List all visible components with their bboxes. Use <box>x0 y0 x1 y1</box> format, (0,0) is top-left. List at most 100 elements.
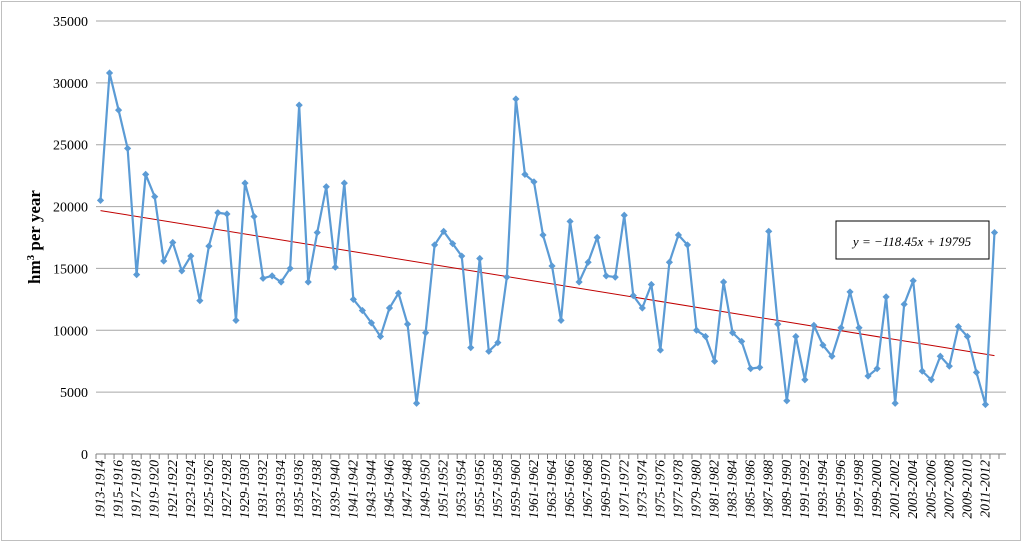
x-tick-label: 1927-1928 <box>219 460 234 519</box>
y-tick-label: 0 <box>81 448 88 463</box>
data-point <box>656 346 664 354</box>
data-point <box>458 252 466 260</box>
y-tick-label: 20000 <box>53 201 88 216</box>
data-point <box>259 274 267 282</box>
data-point <box>485 347 493 355</box>
data-point <box>295 101 303 109</box>
data-point <box>954 322 962 331</box>
data-point <box>738 337 746 346</box>
x-tick-label: 1979-1980 <box>688 460 703 519</box>
x-tick-label: 1981-1982 <box>707 460 722 519</box>
data-point <box>151 193 159 201</box>
data-point <box>160 257 168 265</box>
x-tick-label: 1933-1934 <box>273 460 288 519</box>
data-point <box>358 306 366 315</box>
data-point <box>783 397 791 405</box>
data-point <box>602 272 610 280</box>
data-point <box>638 304 646 312</box>
data-point <box>322 183 330 191</box>
data-point <box>394 289 403 297</box>
data-point <box>133 271 141 279</box>
x-tick-label: 1985-1986 <box>743 460 758 519</box>
x-tick-label: 1913-1914 <box>93 460 108 519</box>
data-point <box>945 362 953 370</box>
data-point <box>196 296 204 305</box>
data-point <box>575 278 583 286</box>
x-tick-label: 2011-2012 <box>977 460 992 518</box>
data-point <box>873 365 881 373</box>
data-point <box>765 227 773 235</box>
data-point <box>530 178 538 186</box>
data-point <box>837 324 845 332</box>
x-tick-label: 1965-1966 <box>562 460 577 519</box>
data-point <box>421 329 430 337</box>
data-point <box>539 231 547 239</box>
x-tick-label: 1967-1968 <box>580 460 595 519</box>
data-point <box>710 357 719 365</box>
data-point <box>223 210 231 218</box>
y-axis-title: hm3 per year <box>25 190 44 284</box>
data-point <box>449 240 457 248</box>
data-point <box>205 242 213 250</box>
data-point <box>566 217 574 226</box>
data-point <box>476 254 484 263</box>
data-point <box>512 95 520 103</box>
y-tick-label: 30000 <box>53 77 88 92</box>
data-point <box>412 399 421 407</box>
data-point <box>268 272 276 280</box>
x-tick-label: 1917-1918 <box>129 460 144 519</box>
x-tick-label: 1969-1970 <box>598 460 613 519</box>
data-point <box>891 399 899 407</box>
series-line <box>99 71 996 406</box>
x-tick-label: 1921-1922 <box>165 460 180 519</box>
x-tick-label: 2007-2008 <box>941 460 956 519</box>
data-point <box>124 144 132 153</box>
data-point <box>593 233 601 242</box>
data-point <box>747 365 755 373</box>
y-tick-label: 10000 <box>53 324 88 339</box>
data-point <box>105 69 114 77</box>
x-tick-label: 1925-1926 <box>201 460 216 519</box>
x-tick-label: 1995-1996 <box>833 460 848 519</box>
gridlines <box>96 20 1006 393</box>
data-point <box>927 376 935 384</box>
data-point <box>611 273 619 281</box>
x-tick-label: 1947-1948 <box>400 460 415 519</box>
x-tick-label: 1977-1978 <box>670 460 685 519</box>
data-point <box>828 352 836 360</box>
data-point <box>629 292 637 300</box>
data-point <box>277 278 285 286</box>
data-point <box>909 277 917 285</box>
x-tick-label: 2001-2002 <box>887 460 902 519</box>
x-tick-label: 1939-1940 <box>327 460 342 519</box>
data-point <box>331 263 339 271</box>
data-point <box>232 316 240 324</box>
x-tick-label: 1945-1946 <box>381 460 396 519</box>
data-point <box>801 376 809 384</box>
trendline-line <box>100 210 995 357</box>
y-tick-label: 5000 <box>60 386 88 401</box>
data-point <box>701 332 710 341</box>
x-tick-label: 1999-2000 <box>869 460 884 519</box>
data-point <box>313 228 321 237</box>
data-point <box>521 170 529 179</box>
data-point <box>846 288 854 296</box>
data-point <box>620 211 628 219</box>
data-point <box>557 316 565 324</box>
x-tick-label: 1919-1920 <box>147 460 162 519</box>
x-tick-label: 1989-1990 <box>779 460 794 519</box>
x-tick-label: 1937-1938 <box>309 460 324 519</box>
x-tick-label: 2003-2004 <box>905 460 920 519</box>
data-point <box>367 319 376 327</box>
x-tick-label: 1961-1962 <box>526 460 541 519</box>
x-tick-label: 1973-1974 <box>634 460 649 519</box>
data-point <box>972 368 981 376</box>
trendline-equation-box: y = −118.45x + 19795 <box>835 220 990 260</box>
data-point <box>792 332 800 341</box>
x-tick-label: 1931-1932 <box>255 460 270 519</box>
x-tick-label: 1957-1958 <box>490 460 505 519</box>
data-point <box>349 295 357 303</box>
x-tick-label: 1951-1952 <box>436 460 451 519</box>
data-point <box>431 241 439 249</box>
